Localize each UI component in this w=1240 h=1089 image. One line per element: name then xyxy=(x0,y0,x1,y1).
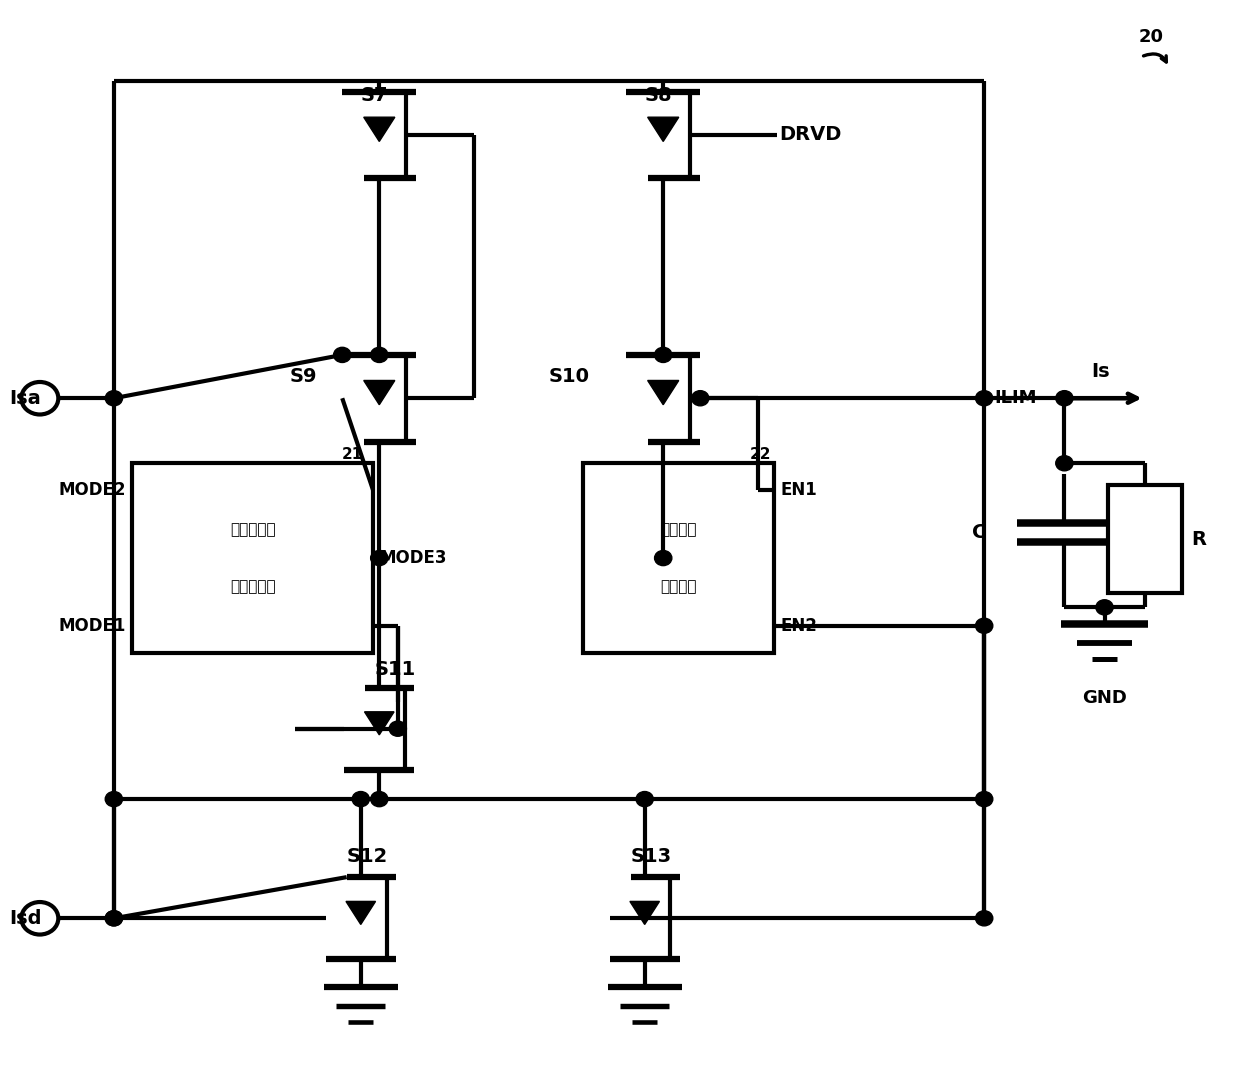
Circle shape xyxy=(105,910,123,926)
Circle shape xyxy=(692,391,709,406)
Circle shape xyxy=(655,347,672,363)
Circle shape xyxy=(1096,600,1114,615)
Text: 使能信号: 使能信号 xyxy=(661,522,697,537)
Text: S7: S7 xyxy=(361,86,388,106)
Circle shape xyxy=(976,792,993,807)
Text: MODE3: MODE3 xyxy=(379,549,446,567)
Circle shape xyxy=(389,721,407,736)
Bar xyxy=(1107,485,1182,594)
Circle shape xyxy=(976,910,993,926)
Circle shape xyxy=(1055,455,1073,470)
Text: C: C xyxy=(972,523,986,542)
Circle shape xyxy=(371,347,388,363)
Polygon shape xyxy=(647,118,678,142)
Circle shape xyxy=(1055,391,1073,406)
Text: DRVD: DRVD xyxy=(779,125,842,145)
Circle shape xyxy=(105,391,123,406)
Text: EN2: EN2 xyxy=(780,616,817,635)
Text: 号产生电路: 号产生电路 xyxy=(229,579,275,594)
Text: S11: S11 xyxy=(374,660,415,678)
Text: MODE2: MODE2 xyxy=(58,481,126,500)
Text: S10: S10 xyxy=(548,367,589,387)
Text: S13: S13 xyxy=(631,847,672,866)
Polygon shape xyxy=(346,902,376,925)
Text: 20: 20 xyxy=(1138,28,1163,47)
Text: S9: S9 xyxy=(290,367,317,387)
Polygon shape xyxy=(363,380,394,405)
Text: R: R xyxy=(1192,529,1207,549)
Circle shape xyxy=(636,792,653,807)
Text: 22: 22 xyxy=(750,448,771,462)
Bar xyxy=(133,463,373,652)
Circle shape xyxy=(371,550,388,565)
Text: GND: GND xyxy=(1083,688,1127,707)
Text: S12: S12 xyxy=(347,847,388,866)
Circle shape xyxy=(105,792,123,807)
Circle shape xyxy=(976,619,993,634)
Text: ILIM: ILIM xyxy=(994,389,1037,407)
Circle shape xyxy=(105,910,123,926)
Polygon shape xyxy=(647,380,678,405)
Circle shape xyxy=(334,347,351,363)
Circle shape xyxy=(655,550,672,565)
Polygon shape xyxy=(365,712,394,735)
Circle shape xyxy=(371,792,388,807)
Text: Is: Is xyxy=(1091,362,1110,381)
Polygon shape xyxy=(363,118,394,142)
Text: EN1: EN1 xyxy=(780,481,817,500)
Bar xyxy=(583,463,774,652)
Text: Isa: Isa xyxy=(9,389,41,407)
Polygon shape xyxy=(630,902,660,925)
Circle shape xyxy=(352,792,370,807)
Circle shape xyxy=(976,391,993,406)
Text: 工作模式信: 工作模式信 xyxy=(229,522,275,537)
Text: Isd: Isd xyxy=(9,909,41,928)
Text: S8: S8 xyxy=(645,86,672,106)
Text: MODE1: MODE1 xyxy=(58,616,126,635)
Text: 21: 21 xyxy=(342,448,363,462)
Text: 产生电路: 产生电路 xyxy=(661,579,697,594)
